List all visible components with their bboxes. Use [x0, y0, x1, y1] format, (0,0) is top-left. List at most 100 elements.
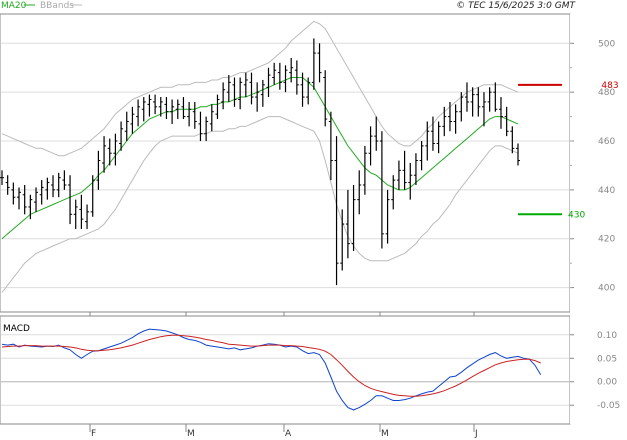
ohlc-bar: [379, 131, 384, 249]
ohlc-bar: [22, 184, 27, 215]
legend-bbands: BBands: [40, 1, 74, 11]
ohlc-bar: [351, 184, 356, 251]
ohlc-bar: [311, 38, 316, 90]
ohlc-bar: [113, 133, 118, 166]
ohlc-bar: [96, 150, 101, 190]
macd-legend: MACD: [3, 324, 30, 334]
ohlc-bar: [141, 97, 146, 122]
ohlc-bars: [0, 38, 520, 286]
ohlc-bar: [402, 150, 407, 190]
ohlc-bar: [249, 72, 254, 105]
ohlc-bar: [90, 175, 95, 217]
ohlc-bar: [345, 189, 350, 259]
ohlc-bar: [153, 94, 158, 115]
ohlc-bar: [476, 87, 481, 117]
ohlc-bar: [419, 141, 424, 171]
ohlc-bar: [119, 121, 124, 151]
ohlc-bar: [459, 92, 464, 122]
ohlc-bar: [56, 172, 61, 198]
ohlc-bar: [164, 97, 169, 120]
ohlc-bar: [79, 194, 84, 229]
ohlc-bar: [85, 204, 90, 229]
ma20-line: [1, 77, 519, 240]
month-label: F: [91, 429, 96, 439]
bb-upper: [1, 20, 519, 157]
ohlc-bar: [385, 189, 390, 244]
ohlc-bar: [493, 82, 498, 112]
ohlc-bar: [408, 163, 413, 200]
ohlc-bar: [436, 121, 441, 154]
ohlc-bar: [175, 99, 180, 120]
ohlc-bar: [147, 94, 152, 117]
ohlc-bar: [34, 187, 39, 212]
ohlc-bar: [334, 136, 339, 286]
ohlc-bar: [470, 87, 475, 117]
month-label: M: [381, 429, 389, 439]
macd-grid: [1, 334, 569, 406]
ohlc-bar: [481, 92, 486, 127]
ohlc-bar: [294, 60, 299, 95]
legend-ma20: MA20: [1, 1, 27, 11]
ohlc-bar: [136, 99, 141, 127]
ohlc-bar: [464, 82, 469, 112]
ohlc-bar: [11, 182, 16, 205]
price-axis: 400 420 440 460 480 500: [570, 39, 615, 294]
price-grid: [1, 42, 569, 289]
ohlc-bar: [425, 121, 430, 161]
ohlc-bar: [45, 177, 50, 200]
macd-tick-label: -0.05: [597, 401, 620, 411]
ohlc-bar: [5, 175, 10, 195]
ohlc-bar: [102, 136, 107, 173]
copyright: © TEC 15/6/2025 3:0 GMT: [456, 1, 576, 11]
month-label: A: [285, 429, 292, 439]
ohlc-bar: [124, 111, 129, 142]
ohlc-bar: [266, 67, 271, 98]
ohlc-bar: [516, 143, 520, 166]
ohlc-bar: [317, 43, 322, 83]
ohlc-bar: [17, 187, 22, 210]
ohlc-bar: [238, 77, 243, 110]
ohlc-bar: [226, 75, 231, 102]
ohlc-bar: [204, 116, 209, 142]
bb-lower: [1, 116, 519, 293]
ohlc-bar: [51, 175, 56, 198]
ohlc-bar: [255, 82, 260, 112]
price-panel: [0, 13, 571, 313]
level-label: 483: [601, 81, 618, 91]
ohlc-bar: [209, 104, 214, 132]
ohlc-bar: [243, 72, 248, 98]
ohlc-bar: [413, 153, 418, 185]
ohlc-bar: [323, 70, 328, 127]
price-tick-label: 420: [598, 235, 615, 245]
ohlc-bar: [260, 79, 265, 107]
ohlc-bar: [170, 99, 175, 124]
ohlc-bar: [357, 170, 362, 215]
ohlc-bar: [453, 104, 458, 134]
ohlc-bar: [198, 111, 203, 142]
ohlc-bar: [498, 97, 503, 129]
ohlc-bar: [130, 106, 135, 134]
month-label: M: [187, 429, 195, 439]
ohlc-bar: [283, 65, 288, 93]
ohlc-bar: [368, 126, 373, 166]
macd-panel: [0, 315, 571, 425]
level-label: 430: [568, 210, 585, 220]
ohlc-bar: [340, 209, 345, 271]
ohlc-bar: [62, 170, 67, 190]
macd-tick-label: 0.05: [597, 354, 617, 364]
ohlc-bar: [28, 194, 33, 220]
ohlc-bar: [215, 94, 220, 120]
ohlc-bar: [272, 62, 277, 85]
price-levels: 483 430: [518, 81, 619, 220]
ma20-path: [1, 77, 519, 240]
price-tick-label: 400: [598, 284, 615, 294]
ohlc-bar: [306, 77, 311, 105]
ohlc-bar: [277, 62, 282, 90]
ohlc-bar: [442, 106, 447, 137]
ohlc-bar: [68, 175, 73, 225]
bollinger-bands: [1, 20, 519, 293]
ohlc-bar: [396, 160, 401, 190]
ohlc-bar: [187, 101, 192, 127]
